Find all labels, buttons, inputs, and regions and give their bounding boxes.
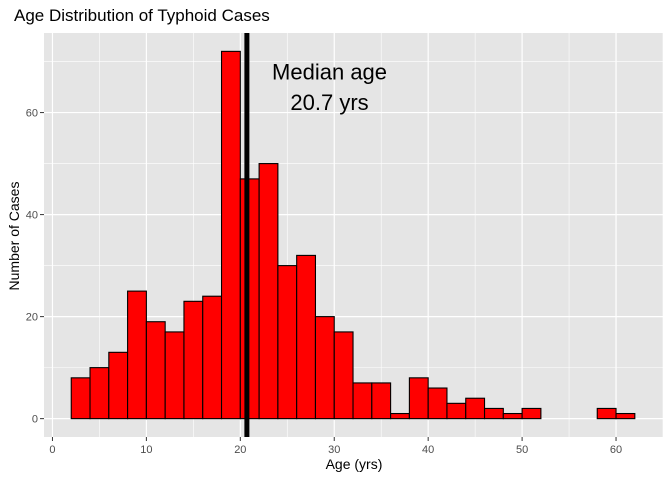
histogram-bar: [202, 295, 223, 420]
x-tick-label: 50: [516, 444, 528, 456]
histogram-bar: [502, 412, 523, 420]
y-tick-label: 20: [26, 312, 38, 324]
histogram-bar: [333, 331, 354, 420]
histogram-bar: [145, 321, 166, 420]
y-axis: 0 20 40 60: [26, 108, 44, 426]
x-tick-label: 20: [234, 444, 246, 456]
y-tick-label: 60: [26, 108, 38, 120]
annotation-value: 20.7 yrs: [290, 90, 368, 115]
histogram-bar: [239, 178, 260, 420]
y-tick-label: 40: [26, 210, 38, 222]
x-tick-label: 30: [328, 444, 340, 456]
y-axis-title: Number of Cases: [6, 182, 22, 291]
y-tick-label: 0: [32, 414, 38, 426]
histogram-bar: [427, 387, 448, 420]
histogram-bar: [446, 402, 467, 420]
x-axis-title: Age (yrs): [326, 456, 383, 472]
histogram-bar: [296, 254, 317, 420]
histogram-bar: [352, 382, 373, 420]
histogram-bar: [371, 382, 392, 420]
histogram-bar: [277, 265, 298, 420]
histogram-bar: [483, 407, 504, 420]
histogram-bar: [465, 397, 486, 420]
histogram-bar: [164, 331, 185, 420]
histogram-bar: [596, 407, 617, 420]
histogram-bar: [615, 412, 636, 420]
histogram-bar: [521, 407, 542, 420]
histogram-bar: [408, 377, 429, 420]
histogram-bar: [390, 412, 410, 420]
chart-title: Age Distribution of Typhoid Cases: [14, 6, 270, 25]
bars: [70, 50, 636, 420]
x-axis: 0 10 20 30 40 50 60: [49, 437, 622, 456]
histogram-bar: [183, 300, 204, 420]
histogram-bar: [258, 163, 279, 420]
x-tick-label: 40: [422, 444, 434, 456]
histogram-bar: [314, 316, 335, 420]
x-tick-label: 10: [140, 444, 152, 456]
histogram-bar: [70, 377, 91, 420]
x-tick-label: 0: [49, 444, 55, 456]
histogram-bar: [127, 290, 147, 420]
histogram-bar: [220, 50, 241, 420]
histogram-bar: [108, 351, 129, 420]
histogram-bar: [89, 367, 110, 420]
x-tick-label: 60: [610, 444, 622, 456]
annotation-label: Median age: [272, 59, 387, 84]
